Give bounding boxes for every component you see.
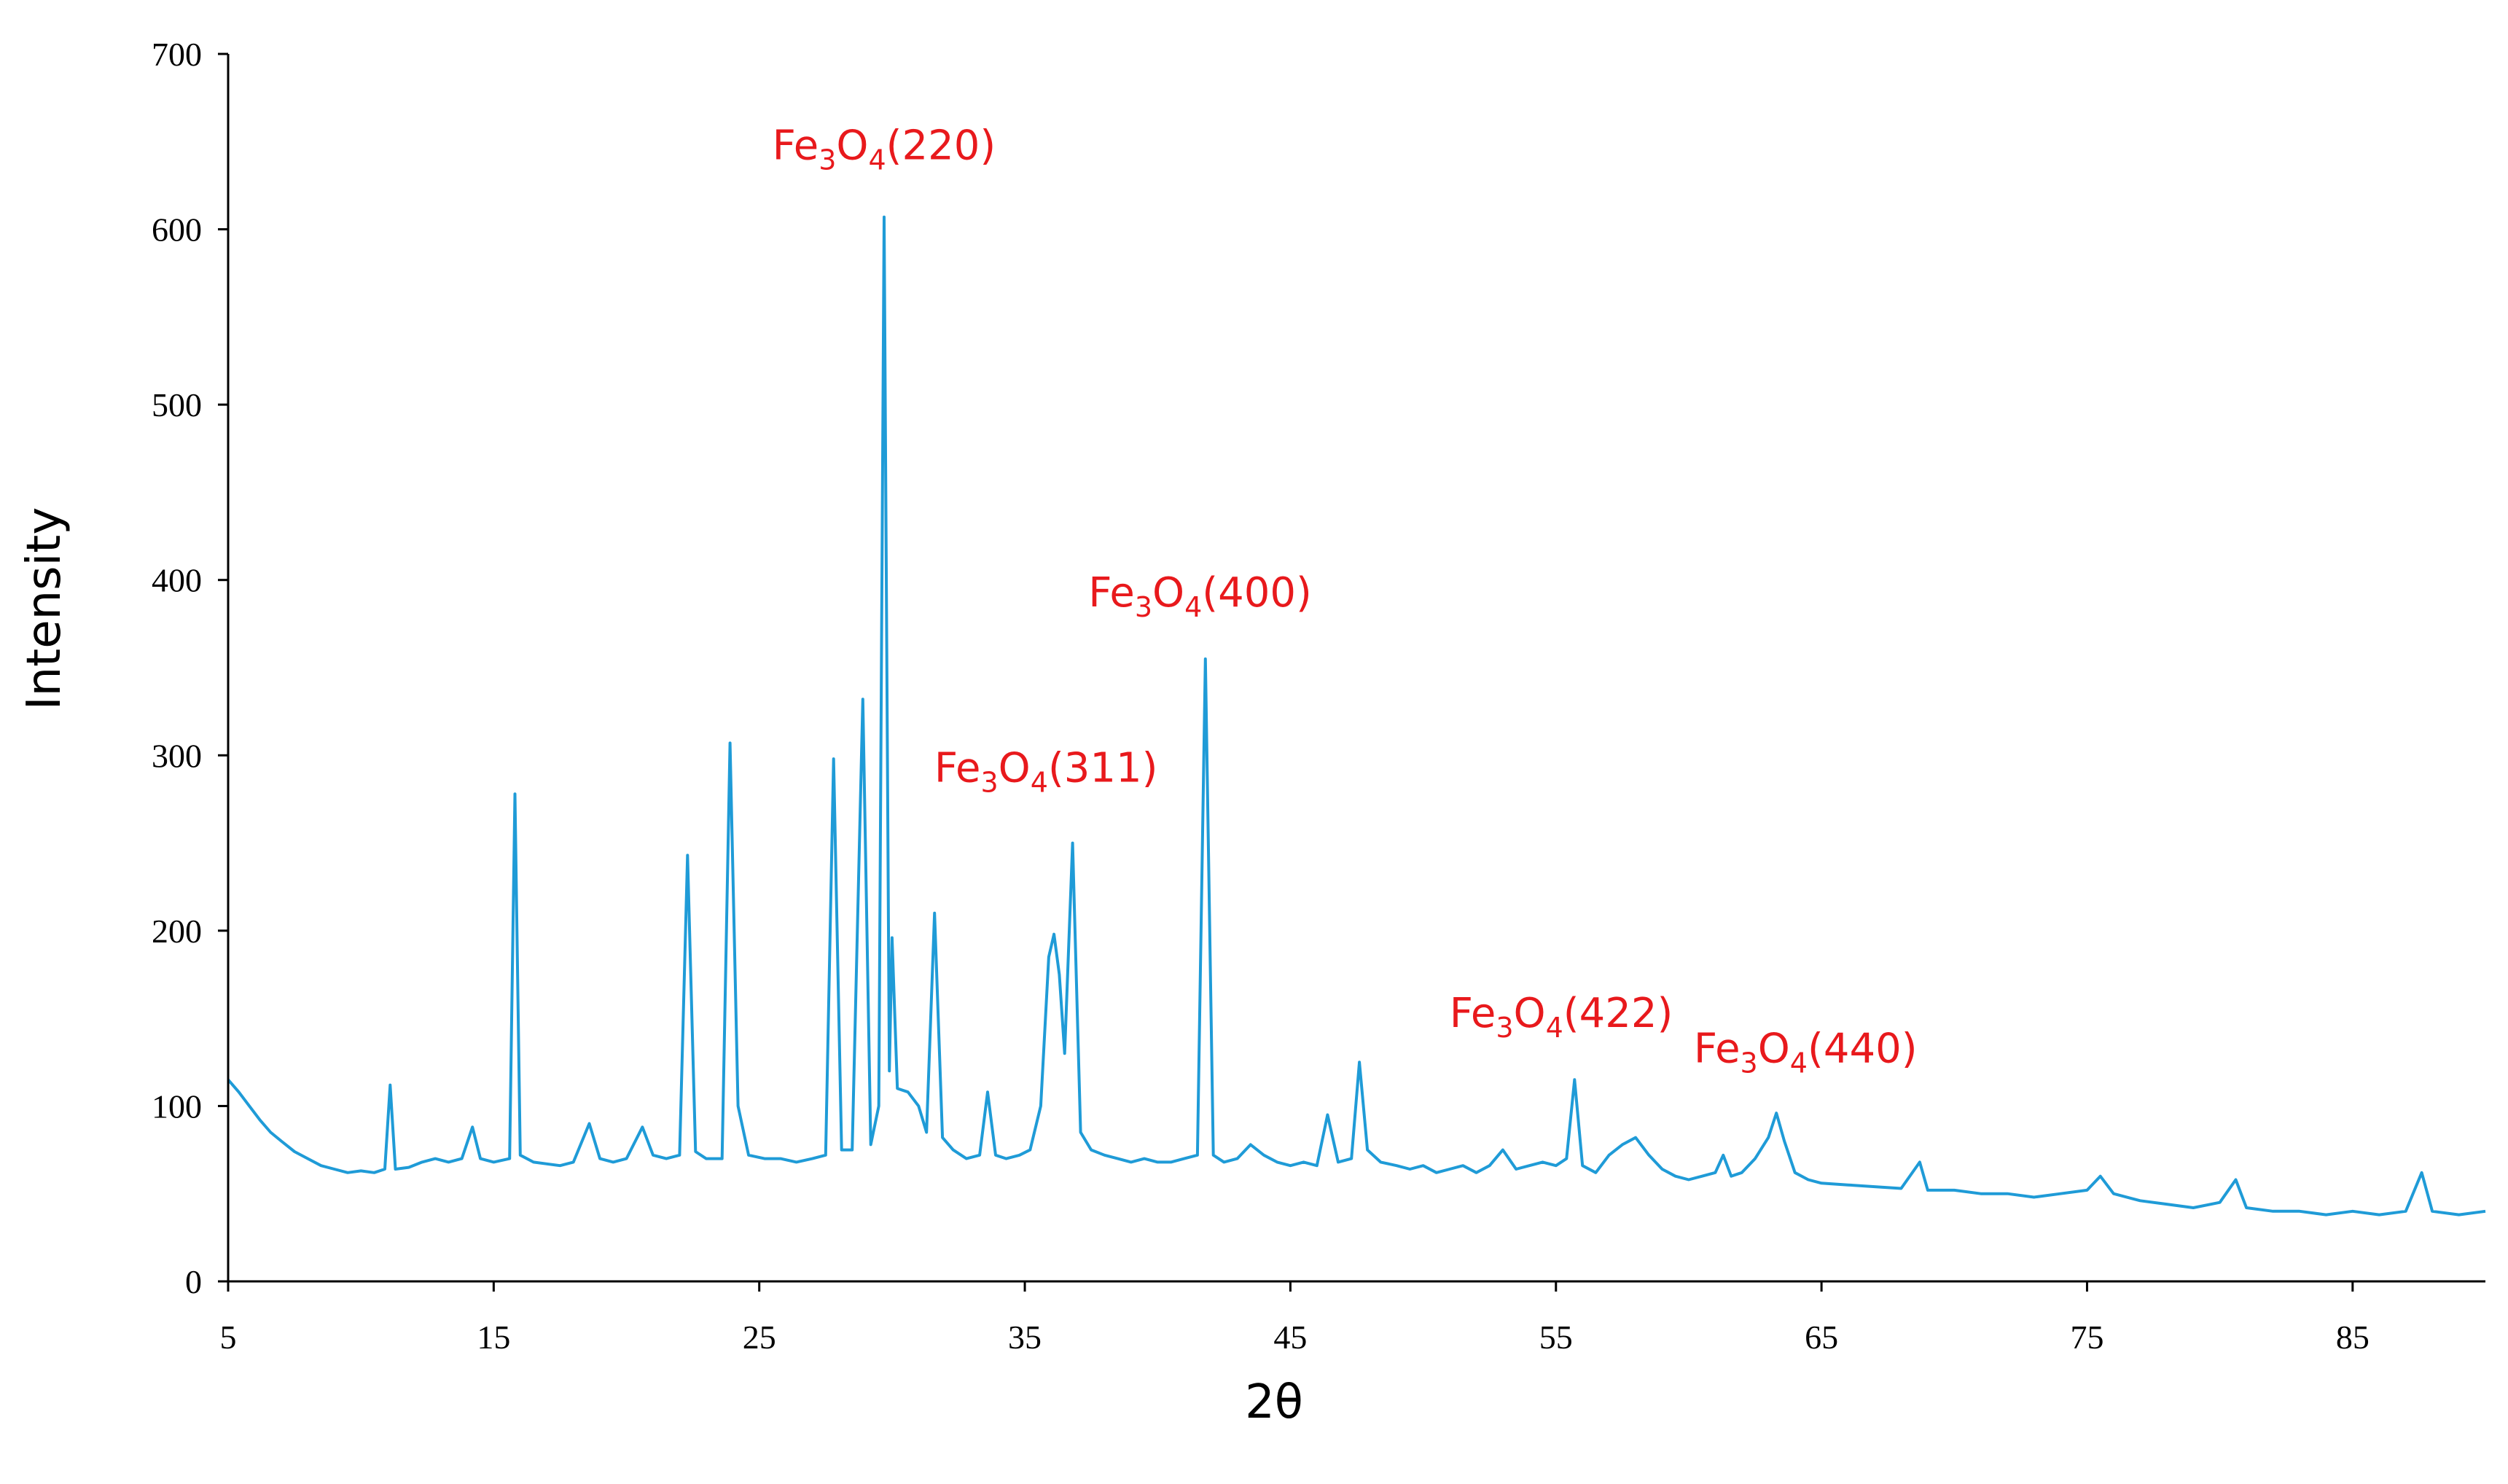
x-tick-label: 25 [743,1319,776,1356]
peak-label: Fe3O4(440) [1694,1025,1918,1079]
x-axis-title: 2θ [1245,1375,1303,1429]
y-tick-label: 700 [152,36,202,73]
y-tick-label: 0 [185,1263,202,1300]
x-tick-label: 45 [1273,1319,1307,1356]
y-tick-label: 300 [152,737,202,774]
x-tick-label: 75 [2070,1319,2103,1356]
series-line-0 [227,215,2486,1217]
x-tick-label: 55 [1539,1319,1573,1356]
y-tick-label: 600 [152,211,202,249]
y-tick-label: 200 [152,913,202,950]
peak-annotations: Fe3O4(220) Fe3O4(311) Fe3O4(400) Fe3O4(422)… [773,122,1918,1079]
x-tick-label: 15 [477,1319,510,1356]
x-tick-label: 35 [1008,1319,1042,1356]
y-tick-label: 500 [152,386,202,423]
peak-label: Fe3O4(220) [773,122,996,176]
peak-label: Fe3O4(311) [934,744,1158,798]
y-tick-label: 400 [152,562,202,599]
plot-area [227,215,2486,1217]
y-axis-title: Intensity [17,507,71,711]
x-tick-label: 5 [220,1319,237,1356]
peak-label: Fe3O4(422) [1450,990,1673,1044]
y-tick-label: 100 [152,1087,202,1125]
axes: 0 100 200 300 400 500 600 700 5 15 25 35 45 55 65 75 85 [152,36,2485,1356]
x-tick-label: 85 [2336,1319,2370,1356]
x-tick-label: 65 [1805,1319,1838,1356]
peak-label: Fe3O4(400) [1088,569,1312,623]
